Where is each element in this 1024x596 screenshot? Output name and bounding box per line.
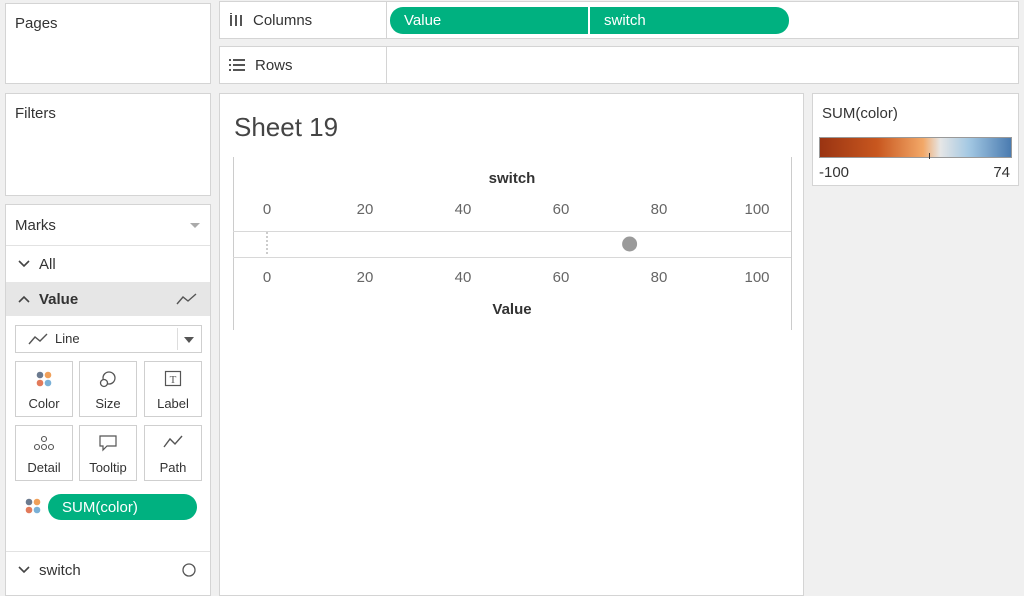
size-icon [80, 370, 136, 388]
marks-switch-row[interactable]: switch [6, 552, 210, 588]
top-axis-title: switch [488, 170, 536, 187]
mark-type-label: Line [55, 331, 80, 346]
filters-title: Filters [15, 105, 56, 122]
dropdown-caret-icon [184, 337, 194, 343]
legend-min-label: -100 [819, 164, 850, 181]
tooltip-button-label: Tooltip [89, 460, 127, 475]
path-button[interactable]: Path [144, 425, 202, 481]
size-button-label: Size [95, 396, 121, 411]
marks-header: Marks [6, 205, 210, 245]
switch-column-pill[interactable]: switch [590, 7, 789, 34]
detail-button-label: Detail [27, 460, 61, 475]
top-tick: 100 [744, 201, 770, 218]
bottom-tick: 100 [744, 269, 770, 286]
top-tick: 60 [552, 201, 570, 218]
filters-card[interactable]: Filters [5, 93, 211, 196]
sum-color-pill[interactable]: SUM(color) [48, 494, 197, 520]
legend-gradient-bar [819, 137, 1012, 158]
bottom-tick: 40 [454, 269, 472, 286]
svg-text:T: T [170, 374, 177, 386]
pages-title: Pages [15, 15, 58, 32]
rows-shelf-label: Rows [229, 47, 293, 83]
marks-all-row[interactable]: All [6, 246, 210, 282]
chevron-up-icon [18, 295, 30, 303]
marks-value-label: Value [39, 290, 79, 308]
top-tick: 40 [454, 201, 472, 218]
tooltip-button[interactable]: Tooltip [79, 425, 137, 481]
color-button[interactable]: Color [15, 361, 73, 417]
marks-title: Marks [15, 216, 56, 234]
label-button[interactable]: T Label [144, 361, 202, 417]
rows-icon [229, 59, 245, 71]
path-icon [145, 434, 201, 450]
bottom-axis-title: Value [492, 301, 532, 318]
line-chart [261, 232, 763, 256]
pages-card[interactable]: Pages [5, 3, 211, 84]
size-button[interactable]: Size [79, 361, 137, 417]
switch-point[interactable] [622, 236, 638, 252]
columns-icon [230, 13, 242, 26]
value-column-pill[interactable]: Value [390, 7, 588, 34]
sheet-title: Sheet 19 [234, 112, 339, 142]
color-icon [25, 498, 41, 514]
color-button-label: Color [28, 396, 60, 411]
mark-type-dropdown[interactable]: Line [15, 325, 202, 353]
marks-all-label: All [39, 255, 56, 273]
columns-shelf-label: Columns [229, 2, 312, 38]
bottom-tick: 60 [552, 269, 570, 286]
legend-max-label: 74 [993, 164, 1010, 181]
line-mark-icon [28, 333, 48, 345]
legend-zero-marker [929, 153, 930, 159]
top-tick: 80 [650, 201, 668, 218]
marks-menu-caret-icon[interactable] [190, 222, 200, 228]
columns-label: Columns [253, 11, 313, 29]
bottom-tick: 0 [262, 269, 272, 286]
line-mark-icon [176, 293, 197, 305]
label-button-label: Label [157, 396, 189, 411]
sheet-view: Sheet 19 switch 0 20 40 60 80 100 0 20 4… [219, 93, 804, 596]
columns-shelf: Columns Value switch [219, 1, 1019, 39]
marks-value-row[interactable]: Value [6, 282, 210, 316]
label-icon: T [145, 370, 201, 388]
bottom-tick: 20 [356, 269, 374, 286]
tooltip-icon [80, 434, 136, 452]
rows-label: Rows [255, 56, 293, 74]
marks-card: Marks All Value Line Color Size T Label [5, 204, 211, 596]
bottom-tick: 80 [650, 269, 668, 286]
top-tick: 0 [262, 201, 272, 218]
color-legend[interactable]: SUM(color) -100 74 [812, 93, 1019, 186]
chevron-down-icon [18, 260, 30, 268]
chevron-down-icon [18, 566, 30, 574]
detail-button[interactable]: Detail [15, 425, 73, 481]
path-button-label: Path [159, 460, 187, 475]
top-tick: 20 [356, 201, 374, 218]
detail-icon [16, 434, 72, 452]
marks-switch-label: switch [39, 561, 81, 579]
circle-mark-icon [182, 563, 196, 577]
rows-shelf: Rows [219, 46, 1019, 84]
legend-title: SUM(color) [822, 105, 898, 122]
color-icon [16, 370, 72, 388]
